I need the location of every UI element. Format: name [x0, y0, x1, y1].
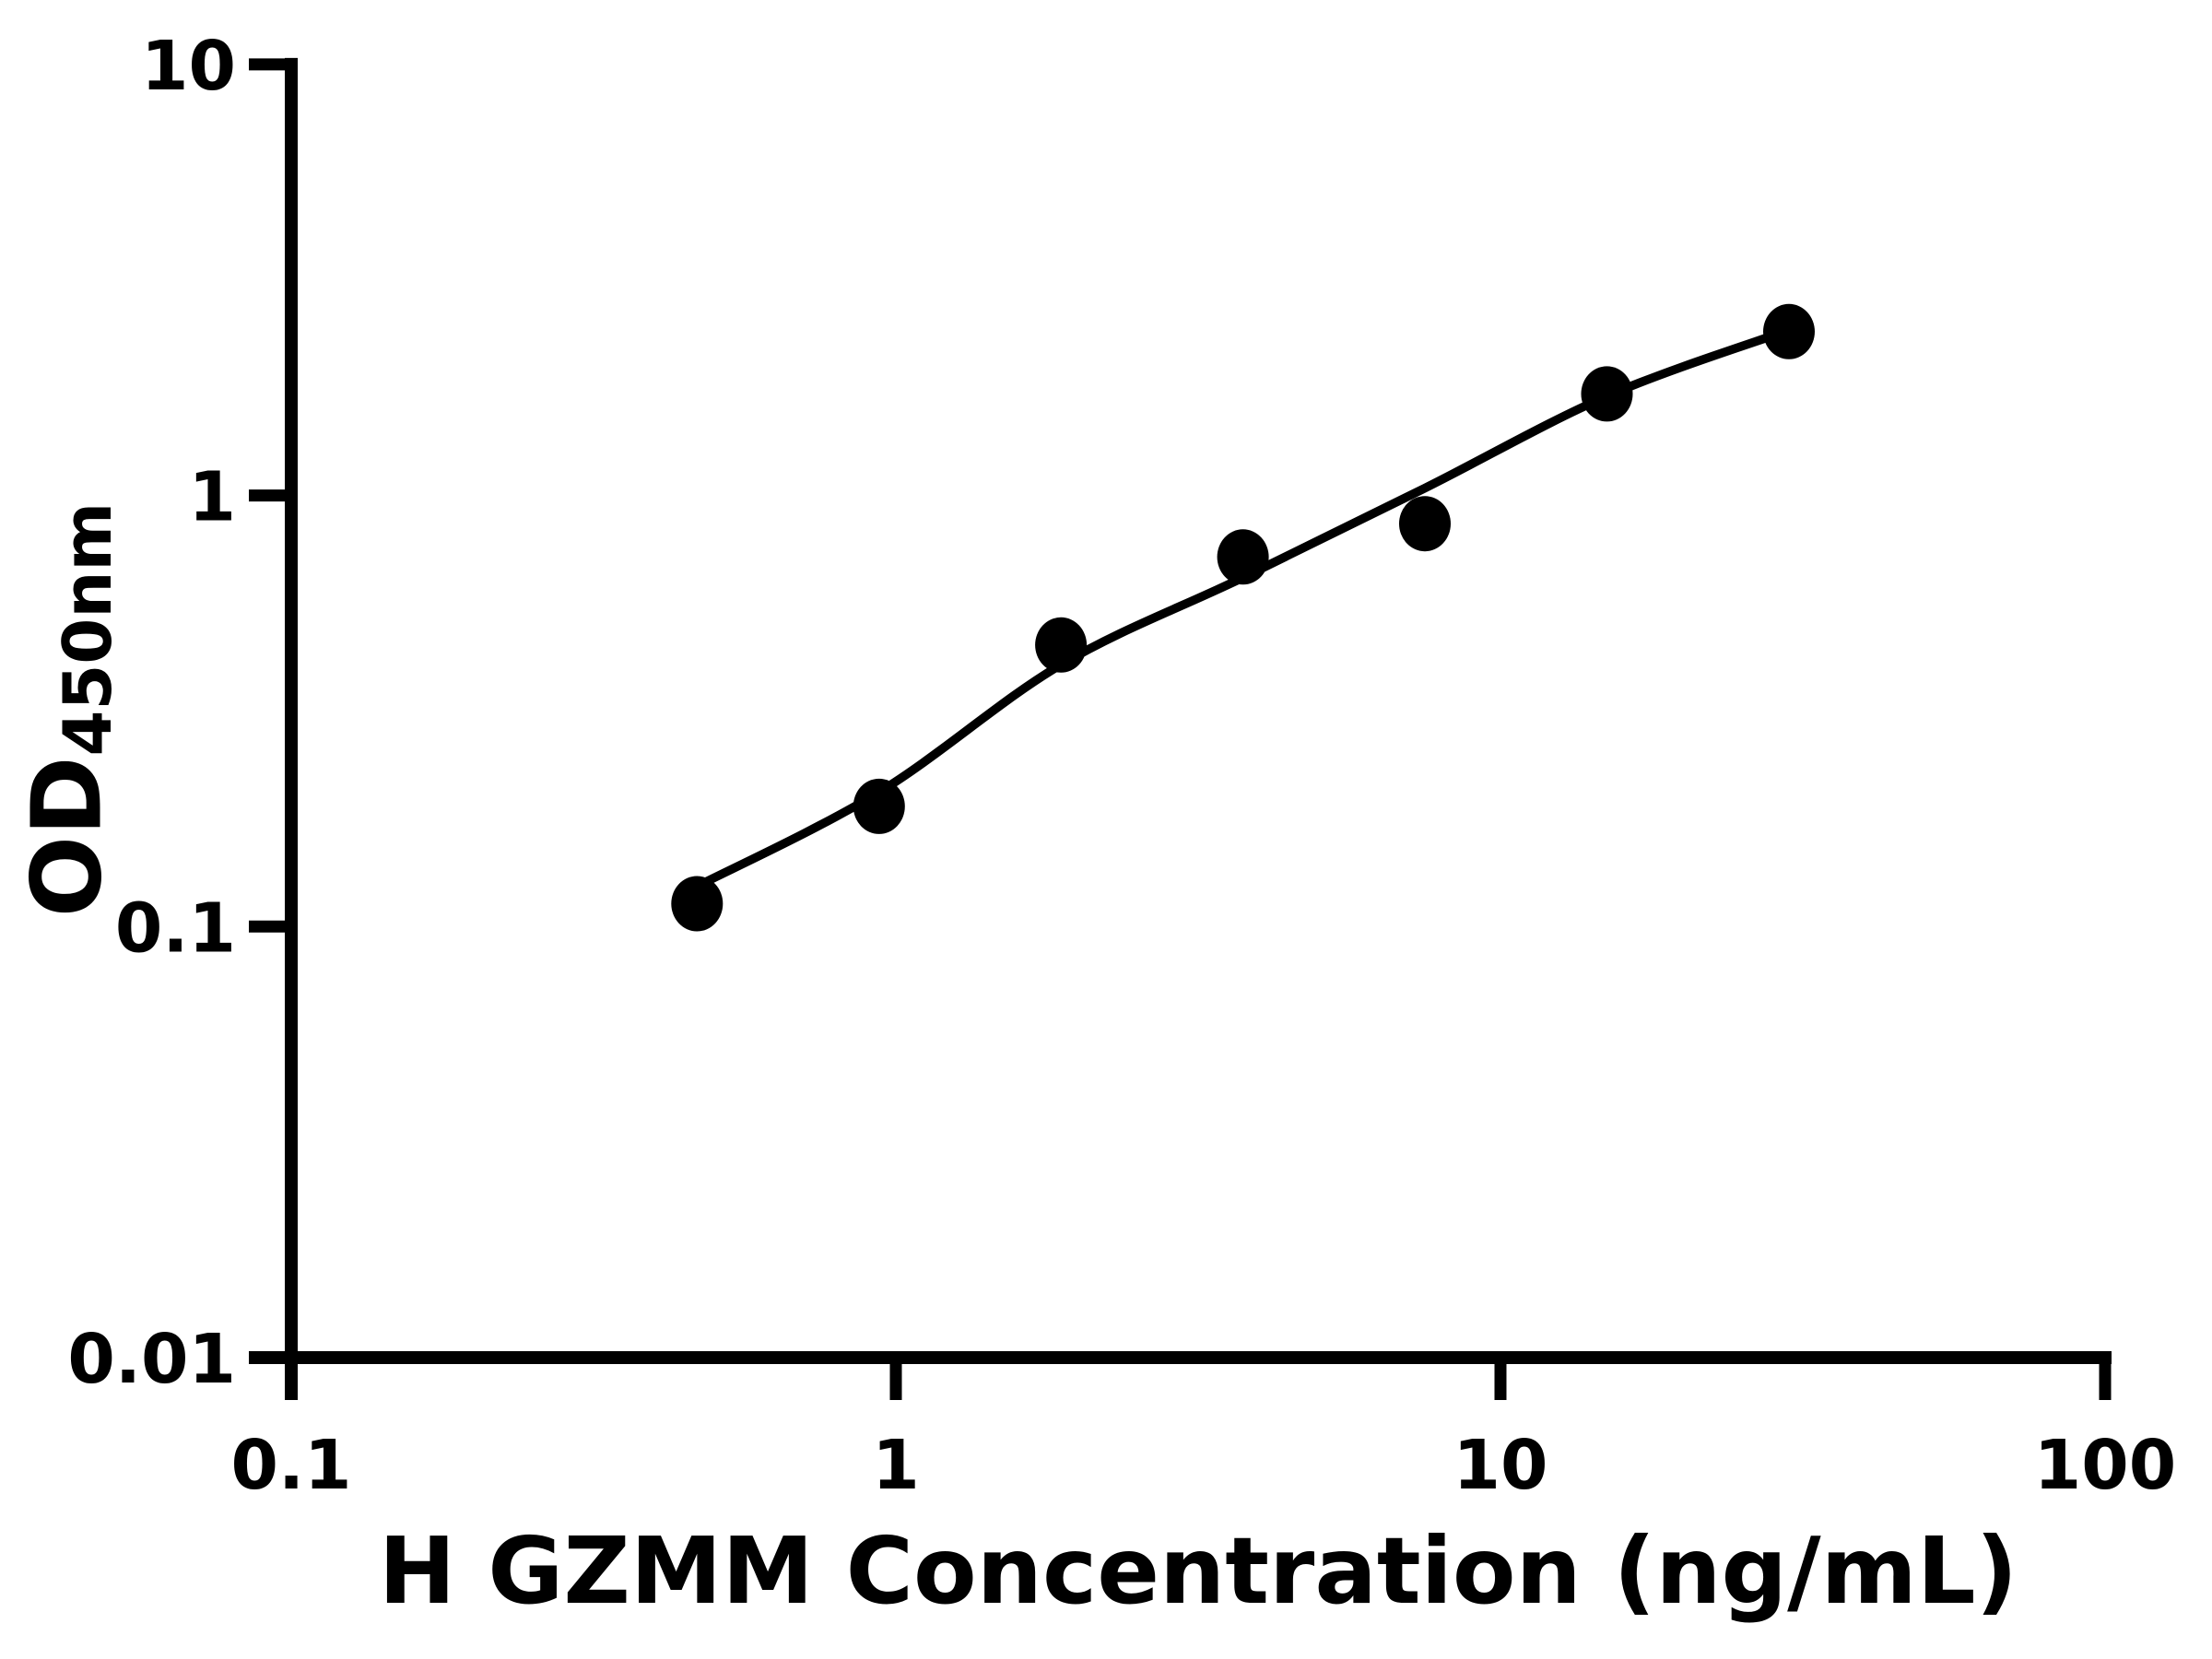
- data-point-3: [1035, 617, 1088, 673]
- y-axis-title-subscript: 450nm: [48, 501, 126, 757]
- y-tick-label-0.1: 0.1: [115, 888, 236, 968]
- data-point-2: [853, 778, 905, 834]
- y-tick-label-1: 1: [189, 458, 237, 537]
- data-point-5: [1399, 496, 1451, 552]
- data-point-4: [1217, 529, 1269, 585]
- y-axis-title: OD450nm: [10, 502, 125, 917]
- x-tick-label-10: 10: [1453, 1426, 1548, 1505]
- y-tick-label-0.01: 0.01: [67, 1320, 236, 1399]
- x-tick-label-0.1: 0.1: [230, 1426, 351, 1505]
- x-tick-label-1: 1: [872, 1426, 920, 1505]
- data-point-1: [671, 876, 724, 932]
- x-tick-label-100: 100: [2034, 1426, 2176, 1505]
- x-axis-title: H GZMM Concentration (ng/mL): [378, 1517, 2018, 1625]
- data-point-6: [1581, 366, 1633, 422]
- y-axis-title-main: OD: [10, 756, 124, 918]
- y-tick-label-10: 10: [141, 27, 236, 106]
- data-point-7: [1763, 303, 1815, 359]
